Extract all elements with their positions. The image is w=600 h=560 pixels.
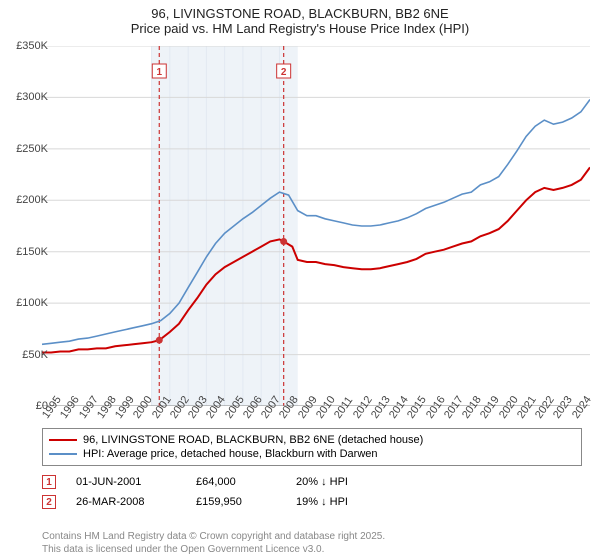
credit-block: Contains HM Land Registry data © Crown c…: [42, 530, 385, 556]
sales-row-2: 2 26-MAR-2008 £159,950 19% ↓ HPI: [42, 492, 396, 512]
sales-table: 1 01-JUN-2001 £64,000 20% ↓ HPI 2 26-MAR…: [42, 472, 396, 512]
title-address: 96, LIVINGSTONE ROAD, BLACKBURN, BB2 6NE: [0, 6, 600, 21]
y-tick-label: £350K: [6, 40, 48, 52]
sale-vs-hpi-1: 20% ↓ HPI: [296, 476, 396, 488]
plot-svg: 12: [42, 46, 590, 406]
y-tick-label: £250K: [6, 143, 48, 155]
sale-price-2: £159,950: [196, 496, 276, 508]
y-tick-label: £200K: [6, 194, 48, 206]
chart-area: 12: [42, 46, 590, 406]
title-block: 96, LIVINGSTONE ROAD, BLACKBURN, BB2 6NE…: [0, 0, 600, 40]
y-tick-label: £300K: [6, 91, 48, 103]
sales-row-1: 1 01-JUN-2001 £64,000 20% ↓ HPI: [42, 472, 396, 492]
sale-marker-1: 1: [42, 475, 56, 489]
svg-text:1: 1: [156, 67, 162, 78]
sale-price-1: £64,000: [196, 476, 276, 488]
legend-row-hpi: HPI: Average price, detached house, Blac…: [49, 447, 575, 461]
credit-line1: Contains HM Land Registry data © Crown c…: [42, 530, 385, 543]
chart-container: 96, LIVINGSTONE ROAD, BLACKBURN, BB2 6NE…: [0, 0, 600, 560]
legend-label-hpi: HPI: Average price, detached house, Blac…: [83, 448, 378, 460]
svg-text:2: 2: [281, 67, 287, 78]
title-subtitle: Price paid vs. HM Land Registry's House …: [0, 21, 600, 36]
sale-date-2: 26-MAR-2008: [76, 496, 176, 508]
legend-swatch-property: [49, 439, 77, 441]
legend-swatch-hpi: [49, 453, 77, 455]
y-tick-label: £150K: [6, 246, 48, 258]
sale-vs-hpi-2: 19% ↓ HPI: [296, 496, 396, 508]
legend-box: 96, LIVINGSTONE ROAD, BLACKBURN, BB2 6NE…: [42, 428, 582, 466]
sale-date-1: 01-JUN-2001: [76, 476, 176, 488]
credit-line2: This data is licensed under the Open Gov…: [42, 543, 385, 556]
legend-row-property: 96, LIVINGSTONE ROAD, BLACKBURN, BB2 6NE…: [49, 433, 575, 447]
y-tick-label: £50K: [6, 349, 48, 361]
sale-marker-2: 2: [42, 495, 56, 509]
legend-label-property: 96, LIVINGSTONE ROAD, BLACKBURN, BB2 6NE…: [83, 434, 423, 446]
y-tick-label: £100K: [6, 297, 48, 309]
